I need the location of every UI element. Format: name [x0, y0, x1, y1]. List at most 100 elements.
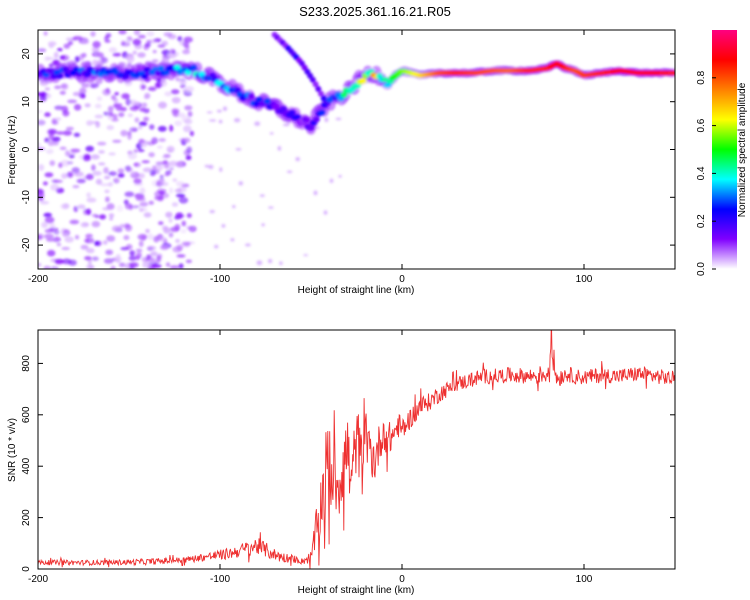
x-tick-label: 100 [576, 574, 593, 585]
heatmap-noise-cell [86, 247, 95, 254]
heatmap-ridge-cell [383, 82, 392, 88]
heatmap-noise-cell [259, 194, 265, 198]
heatmap-noise-cell [65, 126, 74, 131]
heatmap-noise-cell [73, 171, 84, 177]
heatmap-noise-cell [169, 265, 180, 269]
heatmap-ridge-cell [255, 96, 263, 103]
heatmap-branch-cell [312, 81, 319, 88]
snr-x-axis: -200 -100 0 100 [28, 330, 593, 585]
heatmap-noise-cell [47, 249, 56, 257]
heatmap-noise-cell [94, 103, 102, 109]
heatmap-noise-cell [138, 125, 143, 130]
heatmap-noise-cell [175, 77, 180, 82]
heatmap-noise-cell [139, 83, 146, 91]
heatmap-noise-cell [120, 130, 128, 137]
y-tick-label: 20 [21, 48, 32, 60]
heatmap-noise-cell [101, 57, 108, 64]
snr-series-line [38, 330, 675, 569]
heatmap-noise-cell [143, 212, 152, 218]
heatmap-marks [38, 30, 675, 269]
heatmap-ridge-cell [359, 77, 367, 84]
heatmap-noise-cell [137, 233, 148, 241]
heatmap-noise-cell [61, 246, 70, 251]
heatmap-noise-cell [73, 206, 79, 213]
heatmap-noise-cell [174, 188, 182, 193]
heatmap-noise-cell [154, 195, 164, 201]
heatmap-noise-cell [148, 152, 155, 158]
heatmap-noise-cell [115, 253, 121, 260]
heatmap-noise-cell [156, 255, 162, 263]
heatmap-ridge-cell [252, 101, 260, 107]
heatmap-noise-cell [99, 214, 106, 220]
heatmap-noise-cell [233, 118, 241, 123]
heatmap-noise-cell [76, 178, 86, 184]
heatmap-ridge-cell [141, 73, 148, 80]
heatmap-noise-cell [127, 133, 132, 140]
heatmap-noise-cell [73, 132, 81, 137]
heatmap-noise-cell [151, 137, 158, 145]
heatmap-noise-cell [178, 80, 187, 85]
heatmap-noise-cell [130, 171, 135, 176]
heatmap-noise-cell [133, 30, 141, 36]
y-tick-label: 0 [21, 566, 32, 572]
x-tick-label: -100 [210, 274, 230, 285]
heatmap-noise-cell [149, 39, 157, 44]
heatmap-noise-cell [113, 103, 123, 107]
heatmap-noise-cell [43, 265, 51, 269]
heatmap-noise-cell [256, 260, 263, 266]
colorbar-bar [712, 30, 737, 269]
heatmap-noise-cell [83, 208, 88, 216]
heatmap-branch-cell [320, 95, 327, 102]
heatmap-noise-cell [221, 224, 226, 228]
heatmap-noise-cell [127, 152, 137, 160]
heatmap-ridge-cell [313, 116, 320, 123]
heatmap-noise-cell [120, 93, 129, 99]
heatmap-noise-cell [156, 145, 163, 149]
heatmap-noise-cell [56, 131, 65, 135]
heatmap-noise-cell [38, 119, 46, 126]
heatmap-noise-cell [52, 236, 61, 243]
heatmap-ridge-cell [340, 92, 348, 98]
heatmap-noise-cell [49, 266, 59, 269]
heatmap-ridge-cell [670, 70, 675, 76]
heatmap-noise-cell [142, 261, 151, 268]
heatmap-noise-cell [132, 38, 142, 46]
heatmap-noise-cell [338, 174, 342, 178]
heatmap-noise-cell [138, 173, 145, 179]
heatmap-noise-cell [149, 169, 156, 177]
heatmap-noise-cell [109, 217, 114, 221]
heatmap-noise-cell [133, 149, 138, 154]
heatmap-noise-cell [183, 36, 193, 43]
colorbar-label: Normalized spectral amplitude [737, 82, 748, 217]
heatmap-noise-cell [181, 220, 187, 227]
heatmap-noise-cell [232, 205, 236, 209]
heatmap-noise-cell [86, 208, 92, 215]
heatmap-noise-cell [90, 31, 96, 37]
colorbar-tick-label: 0.8 [696, 70, 707, 84]
heatmap-noise-cell [65, 37, 74, 42]
heatmap-noise-cell [123, 235, 130, 241]
heatmap-noise-cell [54, 85, 62, 90]
heatmap-noise-cell [174, 120, 183, 127]
heatmap-ridge-cell [288, 109, 296, 116]
heatmap-noise-cell [181, 241, 191, 246]
heatmap-noise-cell [48, 129, 58, 135]
heatmap-noise-cell [131, 205, 141, 209]
heatmap-noise-cell [102, 240, 108, 245]
heatmap-noise-cell [127, 113, 134, 118]
heatmap-noise-cell [64, 236, 74, 243]
heatmap-noise-cell [121, 40, 126, 46]
heatmap-noise-cell [131, 101, 140, 107]
heatmap-noise-cell [174, 223, 181, 231]
snr-x-label: Height of straight line (km) [298, 585, 415, 596]
heatmap-noise-cell [85, 145, 94, 152]
heatmap-noise-cell [187, 111, 193, 118]
heatmap-noise-cell [107, 182, 113, 187]
heatmap-noise-cell [186, 225, 194, 230]
heatmap-noise-cell [96, 52, 104, 58]
heatmap-noise-cell [44, 93, 52, 99]
heatmap-ridge-cell [272, 103, 279, 110]
snr-line-marks [38, 330, 675, 569]
